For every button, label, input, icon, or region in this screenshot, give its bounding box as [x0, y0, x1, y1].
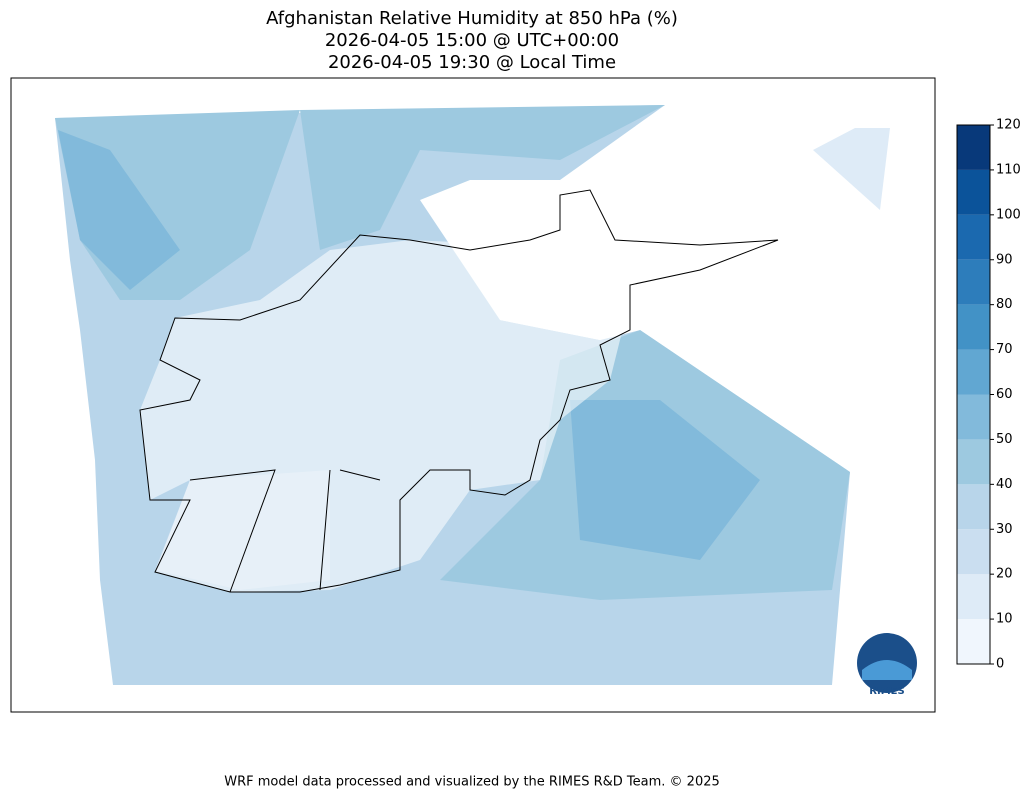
humidity-field — [570, 400, 760, 560]
colorbar-band — [957, 529, 990, 575]
colorbar-tick-label: 20 — [996, 567, 1013, 582]
colorbar-band — [957, 619, 990, 664]
logo-text: RIMES — [869, 686, 904, 697]
humidity-field — [300, 105, 665, 250]
title-line: Afghanistan Relative Humidity at 850 hPa… — [266, 8, 678, 29]
colorbar: 0 10 20 30 40 50 60 70 80 90 100 110 120 — [956, 118, 1021, 672]
country-border — [139, 189, 779, 593]
map: RIMES — [10, 77, 936, 713]
colorbar-tick-label: 120 — [996, 118, 1021, 133]
colorbar-band — [957, 125, 990, 170]
colorbar-tick-label: 50 — [996, 432, 1013, 447]
colorbar-band — [957, 439, 990, 485]
colorbar-band — [957, 349, 990, 395]
colorbar-tick-label: 60 — [996, 387, 1013, 402]
colorbar-tick-label: 10 — [996, 612, 1013, 627]
colorbar-tick-label: 70 — [996, 342, 1013, 357]
colorbar-tick-label: 80 — [996, 297, 1013, 312]
title-line: 2026-04-05 19:30 @ Local Time — [328, 52, 616, 73]
colorbar-tick-label: 100 — [996, 207, 1021, 222]
logo-wave — [862, 660, 912, 680]
colorbar-tick-label: 0 — [996, 657, 1004, 672]
humidity-field — [813, 128, 890, 210]
colorbar-band — [957, 169, 990, 215]
humidity-field — [58, 130, 180, 290]
colorbar-band — [957, 484, 990, 530]
colorbar-tick-label: 110 — [996, 162, 1021, 177]
colorbar-tick-label: 40 — [996, 477, 1013, 492]
footer: WRF model data processed and visualized … — [224, 775, 720, 790]
colorbar-band — [957, 394, 990, 440]
colorbar-band — [957, 259, 990, 305]
colorbar-band — [957, 214, 990, 260]
colorbar-band — [957, 574, 990, 620]
logo: RIMES — [857, 633, 917, 697]
colorbar-tick-label: 90 — [996, 252, 1013, 267]
colorbar-band — [957, 304, 990, 350]
title-line: 2026-04-05 15:00 @ UTC+00:00 — [325, 30, 619, 51]
colorbar-tick-label: 30 — [996, 522, 1013, 537]
